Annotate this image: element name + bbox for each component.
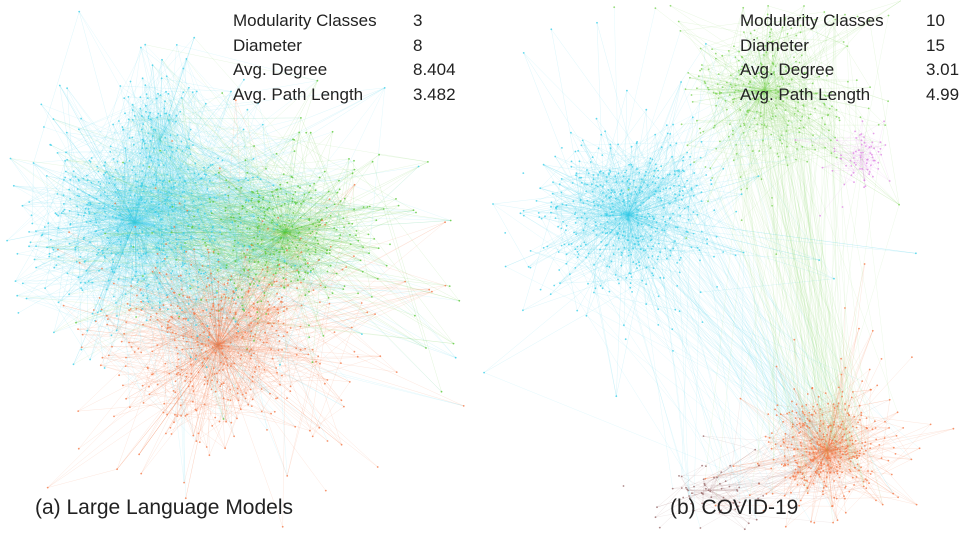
llm-stats-table: Modularity Classes 3 Diameter 8 Avg. Deg…: [233, 9, 456, 107]
stat-row-avg-path-length: Avg. Path Length 3.482: [233, 83, 456, 108]
stat-row-diameter: Diameter 15: [740, 34, 959, 59]
stat-label: Avg. Degree: [233, 60, 328, 79]
stat-row-diameter: Diameter 8: [233, 34, 456, 59]
llm-network-graph: [6, 10, 465, 528]
panel-caption: (a) Large Language Models: [35, 496, 294, 519]
stat-row-avg-degree: Avg. Degree 3.01: [740, 58, 959, 83]
node-layer: [483, 4, 955, 531]
stat-row-avg-degree: Avg. Degree 8.404: [233, 58, 456, 83]
stat-label: Avg. Path Length: [233, 84, 364, 104]
stat-value: 3.01: [926, 60, 960, 79]
stat-label: Diameter: [740, 35, 809, 55]
stat-label: Modularity Classes: [740, 11, 884, 30]
stat-value: 3: [413, 11, 423, 30]
panel-llm-network: Modularity Classes 3 Diameter 8 Avg. Deg…: [6, 9, 465, 528]
panel-covid-network: Modularity Classes 10 Diameter 15 Avg. D…: [480, 0, 960, 540]
stat-row-modularity: Modularity Classes 10: [740, 9, 959, 34]
stat-label: Avg. Degree: [740, 60, 835, 79]
stat-value: 3.482: [413, 84, 456, 104]
stat-value: 8: [413, 35, 423, 55]
node-layer: [6, 10, 465, 528]
stat-value: 4.99: [926, 84, 960, 104]
panel-caption: (b) COVID-19: [670, 496, 799, 519]
stat-label: Modularity Classes: [233, 11, 377, 30]
stat-value: 8.404: [413, 60, 456, 79]
stat-value: 15: [926, 35, 945, 55]
stat-value: 10: [926, 11, 945, 30]
stat-row-avg-path-length: Avg. Path Length 4.99: [740, 83, 959, 108]
covid-network-graph: [483, 0, 955, 531]
stat-label: Avg. Path Length: [740, 84, 871, 104]
edge-layer: [483, 0, 954, 530]
stat-row-modularity: Modularity Classes 3: [233, 9, 456, 34]
covid-stats-table: Modularity Classes 10 Diameter 15 Avg. D…: [740, 9, 959, 107]
stat-label: Diameter: [233, 35, 302, 55]
